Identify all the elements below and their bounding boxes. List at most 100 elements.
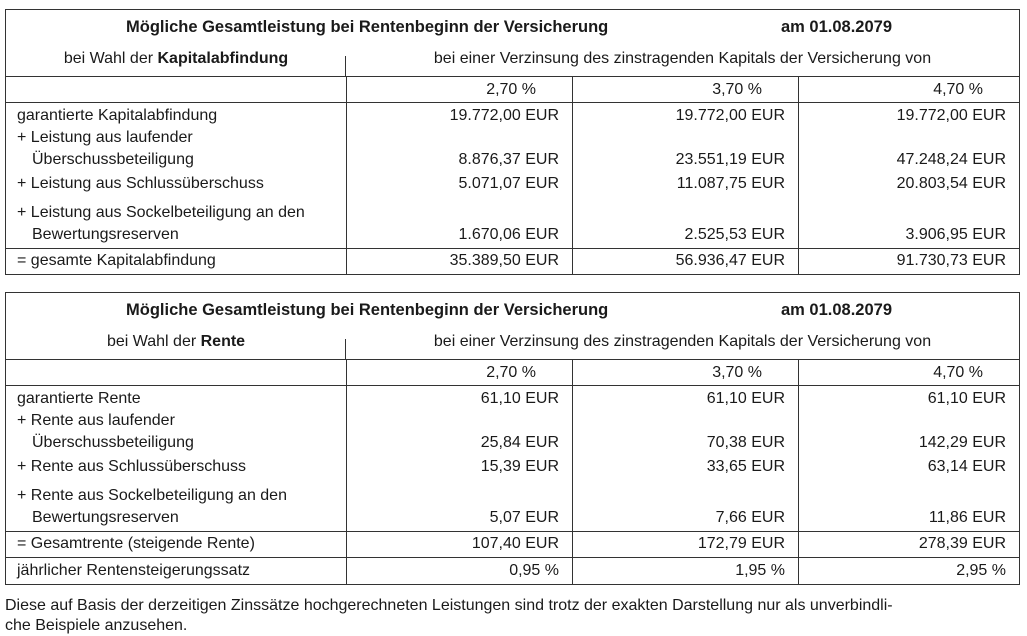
value: 61,10 EUR [927,390,1006,407]
rate-label: 4,70 % [798,360,1019,385]
row-label: + Leistung aus Schlussüberschuss [6,173,346,197]
value-cell: 33,65 EUR [572,456,798,480]
value: 25,84 EUR [480,434,559,451]
table-row: + Rente aus Schlussüberschuss 15,39 EUR 33… [6,456,1019,480]
value: 5,07 EUR [489,509,559,526]
value-cell: 1.670,06 EUR [346,197,572,248]
interest-caption: bei einer Verzinsung des zinstragenden K… [433,333,932,350]
row-label: + Rente aus laufender Überschussbeteilig… [6,412,346,456]
value: 7,66 EUR [715,509,785,526]
value: 47.248,24 EUR [896,151,1006,168]
pension-table: Mögliche Gesamtleistung bei Rentenbeginn… [5,292,1020,585]
value-cell: 1,95 % [572,558,798,584]
row-label-text: + Rente aus Schlussüberschuss [17,458,247,475]
column-divider [345,339,346,359]
row-label: + Rente aus Schlussüberschuss [6,456,346,480]
value: 35.389,50 EUR [449,252,559,269]
value-cell: 142,29 EUR [798,412,1019,456]
row-label-text: + Leistung aus Schlussüberschuss [17,175,264,192]
value-cell: 5,07 EUR [346,480,572,531]
value-cell: 61,10 EUR [798,386,1019,412]
value: 107,40 EUR [471,535,559,552]
value-cell: 63,14 EUR [798,456,1019,480]
table-header: Mögliche Gesamtleistung bei Rentenbeginn… [6,293,1019,360]
row-label-text: + Rente aus Sockelbeteiligung an den Bew… [17,487,287,526]
table-row: jährlicher Rentensteigerungssatz 0,95 % 1,… [6,557,1019,584]
value: 5.071,07 EUR [458,175,559,192]
row-label-text: garantierte Rente [17,390,141,407]
value-cell: 11.087,75 EUR [572,173,798,197]
table-row: + Leistung aus laufender Überschussbetei… [6,129,1019,173]
value: 0,95 % [509,562,559,579]
value-cell: 3.906,95 EUR [798,197,1019,248]
value: 11.087,75 EUR [676,175,785,192]
table-title: Mögliche Gesamtleistung bei Rentenbeginn… [126,301,609,319]
choice-caption: bei Wahl der Kapitalabfindung [6,50,346,68]
value-cell: 15,39 EUR [346,456,572,480]
table-row: + Leistung aus Sockelbeteiligung an den … [6,197,1019,248]
value: 278,39 EUR [918,535,1006,552]
value: 2.525,53 EUR [684,226,785,243]
row-label: + Leistung aus Sockelbeteiligung an den … [6,197,346,248]
choice-prefix: bei Wahl der [63,50,158,67]
row-label: = Gesamtrente (steigende Rente) [6,532,346,557]
value-cell: 2,95 % [798,558,1019,584]
choice-caption: bei Wahl der Rente [6,333,346,351]
row-label-text: = gesamte Kapitalabfindung [17,252,216,269]
table-title: Mögliche Gesamtleistung bei Rentenbeginn… [126,18,609,36]
value-cell: 2.525,53 EUR [572,197,798,248]
value-cell: 20.803,54 EUR [798,173,1019,197]
table-header: Mögliche Gesamtleistung bei Rentenbeginn… [6,10,1019,77]
value-cell: 23.551,19 EUR [572,129,798,173]
table-row: garantierte Rente 61,10 EUR 61,10 EUR 61,10… [6,386,1019,412]
value: 61,10 EUR [480,390,559,407]
start-date: am 01.08.2079 [781,18,893,36]
empty-cell [6,77,346,102]
rate-label: 3,70 % [572,360,798,385]
row-label: + Rente aus Sockelbeteiligung an den Bew… [6,480,346,531]
value-cell: 278,39 EUR [798,532,1019,557]
value: 1.670,06 EUR [458,226,559,243]
value-cell: 19.772,00 EUR [798,103,1019,129]
value: 91.730,73 EUR [896,252,1006,269]
row-label-text: jährlicher Rentensteigerungssatz [17,562,251,579]
row-label-text: + Leistung aus laufender Überschussbetei… [17,129,194,168]
rate-label: 3,70 % [572,77,798,102]
table-row: = Gesamtrente (steigende Rente) 107,40 EU… [6,531,1019,557]
choice-type: Kapitalabfindung [157,50,289,67]
rate-label: 4,70 % [798,77,1019,102]
empty-cell [6,360,346,385]
disclaimer-line-1: Diese auf Basis der derzeitigen Zinssätz… [5,597,893,614]
row-label: garantierte Rente [6,386,346,412]
row-label: garantierte Kapitalabfindung [6,103,346,129]
value: 11,86 EUR [928,509,1006,526]
value: 56.936,47 EUR [675,252,785,269]
value: 61,10 EUR [706,390,785,407]
rate-header-row: 2,70 % 3,70 % 4,70 % [6,360,1019,386]
column-divider [345,56,346,76]
value: 3.906,95 EUR [905,226,1006,243]
table-row: garantierte Kapitalabfindung 19.772,00 EU… [6,103,1019,129]
value-cell: 91.730,73 EUR [798,249,1019,274]
value-cell: 172,79 EUR [572,532,798,557]
value-cell: 70,38 EUR [572,412,798,456]
value-cell: 47.248,24 EUR [798,129,1019,173]
row-label: = gesamte Kapitalabfindung [6,249,346,274]
table-row: = gesamte Kapitalabfindung 35.389,50 EUR 5… [6,248,1019,274]
row-label-text: + Leistung aus Sockelbeteiligung an den … [17,204,305,243]
value-cell: 35.389,50 EUR [346,249,572,274]
disclaimer-line-2: che Beispiele anzusehen. [5,617,188,634]
value-cell: 8.876,37 EUR [346,129,572,173]
value-cell: 61,10 EUR [572,386,798,412]
start-date: am 01.08.2079 [781,301,893,319]
row-label-text: garantierte Kapitalabfindung [17,107,218,124]
interest-caption: bei einer Verzinsung des zinstragenden K… [433,50,932,67]
value-cell: 5.071,07 EUR [346,173,572,197]
value-cell: 25,84 EUR [346,412,572,456]
value-cell: 19.772,00 EUR [346,103,572,129]
rate-header-row: 2,70 % 3,70 % 4,70 % [6,77,1019,103]
value-cell: 61,10 EUR [346,386,572,412]
disclaimer: Diese auf Basis der derzeitigen Zinssätz… [5,596,893,636]
value: 19.772,00 EUR [896,107,1006,124]
value: 33,65 EUR [706,458,785,475]
